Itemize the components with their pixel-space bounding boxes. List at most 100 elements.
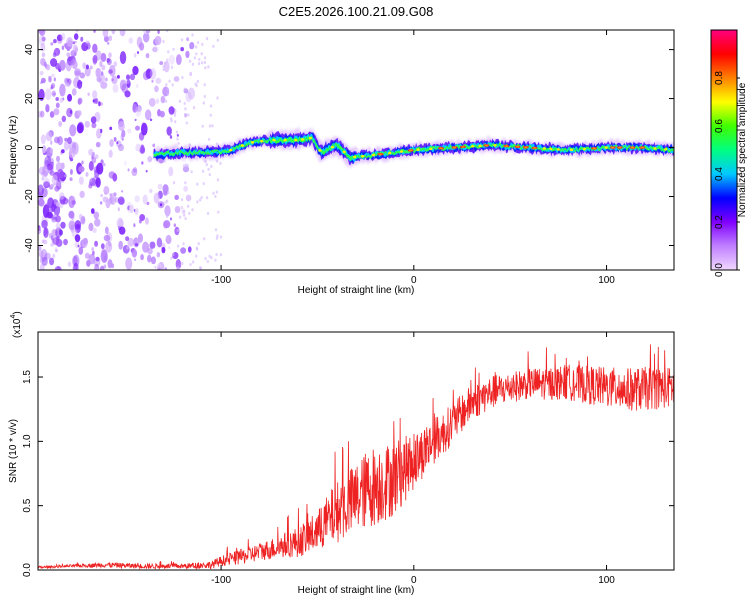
noise-speckle bbox=[134, 118, 137, 122]
noise-speckle bbox=[140, 122, 148, 136]
noise-speckle bbox=[214, 228, 218, 232]
noise-speckle bbox=[208, 124, 212, 128]
noise-speckle bbox=[67, 261, 72, 267]
noise-speckle bbox=[59, 97, 63, 103]
ridge-peak bbox=[416, 148, 420, 152]
noise-speckle bbox=[120, 133, 124, 141]
noise-speckle bbox=[38, 198, 45, 207]
noise-speckle bbox=[133, 53, 137, 58]
bottom-x-tick-label: 0 bbox=[411, 575, 417, 586]
ridge-peak bbox=[604, 146, 608, 149]
noise-speckle bbox=[147, 155, 153, 163]
noise-speckle bbox=[177, 142, 180, 145]
noise-speckle bbox=[68, 220, 76, 231]
bottom-y-tick-label: 1.5 bbox=[22, 370, 33, 384]
noise-speckle bbox=[210, 164, 213, 168]
noise-speckle bbox=[95, 67, 102, 75]
bottom-y-axis-label: SNR (10 * v/v) bbox=[8, 419, 19, 483]
noise-speckle bbox=[152, 46, 158, 53]
ridge-peak-core bbox=[515, 145, 520, 148]
noise-speckle bbox=[141, 161, 144, 165]
noise-speckle bbox=[159, 110, 165, 118]
noise-speckle bbox=[194, 45, 198, 49]
noise-speckle bbox=[154, 85, 159, 93]
noise-speckle bbox=[53, 49, 59, 57]
noise-speckle bbox=[53, 77, 56, 82]
noise-speckle bbox=[142, 30, 150, 35]
snr-series-line bbox=[38, 344, 674, 570]
noise-speckle bbox=[108, 69, 113, 74]
noise-speckle bbox=[216, 178, 220, 182]
ridge-peak bbox=[342, 150, 346, 154]
noise-speckle bbox=[118, 240, 124, 250]
noise-speckle bbox=[194, 82, 197, 86]
noise-speckle bbox=[82, 62, 87, 69]
noise-speckle bbox=[55, 222, 61, 230]
noise-speckle bbox=[126, 245, 129, 250]
noise-speckle bbox=[100, 249, 108, 263]
noise-speckle bbox=[55, 97, 59, 102]
noise-speckle bbox=[103, 234, 111, 242]
noise-speckle bbox=[73, 33, 79, 40]
noise-speckle bbox=[195, 246, 199, 250]
noise-speckle bbox=[50, 183, 54, 188]
colorbar-tick-label: 0.0 bbox=[714, 263, 725, 277]
noise-speckle bbox=[44, 252, 51, 260]
ridge-peak bbox=[664, 147, 668, 151]
ridge-peak bbox=[388, 151, 392, 155]
noise-speckle bbox=[79, 190, 85, 198]
noise-speckle bbox=[207, 137, 211, 142]
noise-speckle bbox=[50, 58, 58, 67]
noise-speckle bbox=[127, 128, 132, 134]
ridge-peak-core bbox=[504, 145, 508, 147]
noise-speckle bbox=[186, 204, 190, 208]
noise-speckle bbox=[202, 181, 205, 186]
noise-speckle bbox=[66, 36, 74, 48]
noise-speckle bbox=[100, 193, 104, 198]
ridge-peak bbox=[493, 144, 497, 147]
noise-speckle bbox=[41, 52, 46, 58]
noise-speckle bbox=[70, 212, 75, 221]
colorbar-tick-label: 0.6 bbox=[714, 119, 725, 133]
noise-speckle bbox=[51, 214, 56, 221]
noise-speckle bbox=[188, 59, 192, 63]
noise-speckle bbox=[39, 30, 46, 36]
noise-speckle bbox=[163, 159, 166, 163]
noise-speckle bbox=[135, 242, 139, 247]
noise-speckle bbox=[150, 256, 156, 265]
noise-speckle bbox=[156, 237, 163, 248]
colorbar-label: Normalized spectral amplitude bbox=[737, 82, 748, 217]
noise-speckle bbox=[140, 144, 145, 153]
noise-speckle bbox=[96, 128, 102, 139]
noise-speckle bbox=[181, 76, 184, 80]
top-y-tick-label: 20 bbox=[24, 93, 35, 105]
noise-speckle bbox=[53, 92, 56, 96]
noise-speckle bbox=[60, 221, 66, 229]
noise-speckle bbox=[80, 36, 84, 42]
noise-speckle bbox=[162, 67, 165, 72]
top-y-tick-label: -20 bbox=[24, 189, 35, 204]
ridge-peak bbox=[318, 149, 322, 152]
ridge-peak bbox=[308, 136, 312, 140]
noise-speckle bbox=[167, 190, 170, 195]
noise-speckle bbox=[216, 38, 219, 42]
noise-speckle bbox=[172, 180, 176, 185]
noise-speckle bbox=[55, 248, 59, 253]
noise-speckle bbox=[140, 254, 144, 261]
noise-speckle bbox=[125, 74, 131, 81]
noise-speckle bbox=[215, 190, 219, 194]
noise-speckle bbox=[74, 70, 81, 78]
noise-speckle bbox=[49, 170, 55, 176]
noise-speckle bbox=[107, 259, 113, 269]
noise-speckle bbox=[53, 108, 60, 116]
noise-speckle bbox=[113, 192, 117, 197]
ridge-peak bbox=[301, 138, 305, 141]
noise-speckle bbox=[154, 35, 162, 46]
noise-speckle bbox=[185, 50, 190, 59]
noise-speckle bbox=[65, 60, 72, 72]
noise-speckle bbox=[163, 220, 171, 229]
noise-speckle bbox=[121, 129, 126, 138]
noise-speckle bbox=[156, 251, 161, 258]
ridge-peak-core bbox=[524, 146, 528, 149]
bottom-x-axis: -100 0 100 bbox=[211, 332, 615, 586]
